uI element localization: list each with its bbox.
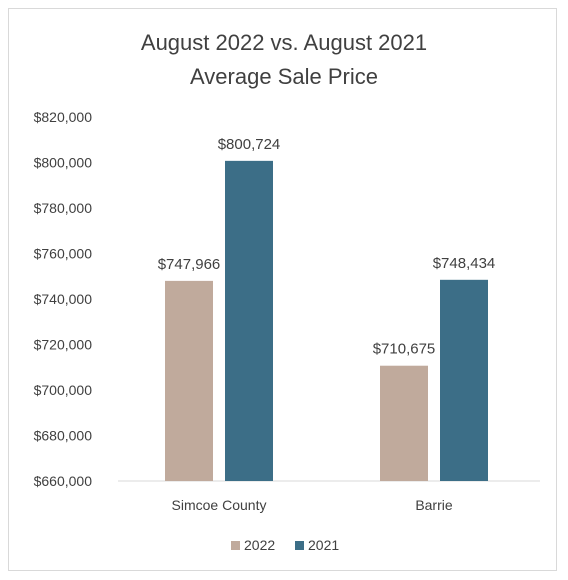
- data-label: $710,675: [373, 341, 436, 358]
- y-tick-label: $660,000: [34, 473, 93, 489]
- bar-2021-simcoe-county: [225, 160, 273, 481]
- x-category-label: Barrie: [415, 497, 453, 513]
- chart-title-line-1: August 2022 vs. August 2021: [141, 30, 427, 55]
- bar-2022-simcoe-county: [165, 280, 213, 481]
- y-tick-label: $680,000: [34, 428, 93, 444]
- data-label: $747,966: [158, 256, 221, 273]
- legend: 2022 2021: [231, 537, 339, 553]
- y-tick-label: $820,000: [34, 109, 93, 125]
- y-tick-label: $720,000: [34, 337, 93, 353]
- legend-swatch-2022: [231, 541, 240, 550]
- chart-title-line-2: Average Sale Price: [190, 64, 378, 89]
- x-category-label: Simcoe County: [172, 497, 267, 513]
- y-tick-label: $780,000: [34, 200, 93, 216]
- data-label: $748,434: [433, 255, 496, 272]
- y-axis: $660,000 $680,000 $700,000 $720,000 $740,000…: [34, 109, 93, 489]
- y-tick-label: $700,000: [34, 382, 93, 398]
- legend-label-2021: 2021: [308, 537, 339, 553]
- y-tick-label: $740,000: [34, 291, 93, 307]
- y-tick-label: $760,000: [34, 246, 93, 262]
- bars: [165, 160, 488, 481]
- data-labels: $747,966 $800,724 $710,675 $748,434: [158, 136, 496, 358]
- legend-swatch-2021: [295, 541, 304, 550]
- bar-2022-barrie: [380, 365, 428, 481]
- x-axis: Simcoe County Barrie: [172, 497, 453, 513]
- chart-title: August 2022 vs. August 2021 Average Sale…: [141, 30, 427, 89]
- y-tick-label: $800,000: [34, 155, 93, 171]
- legend-label-2022: 2022: [244, 537, 275, 553]
- data-label: $800,724: [218, 136, 281, 153]
- bar-2021-barrie: [440, 279, 488, 481]
